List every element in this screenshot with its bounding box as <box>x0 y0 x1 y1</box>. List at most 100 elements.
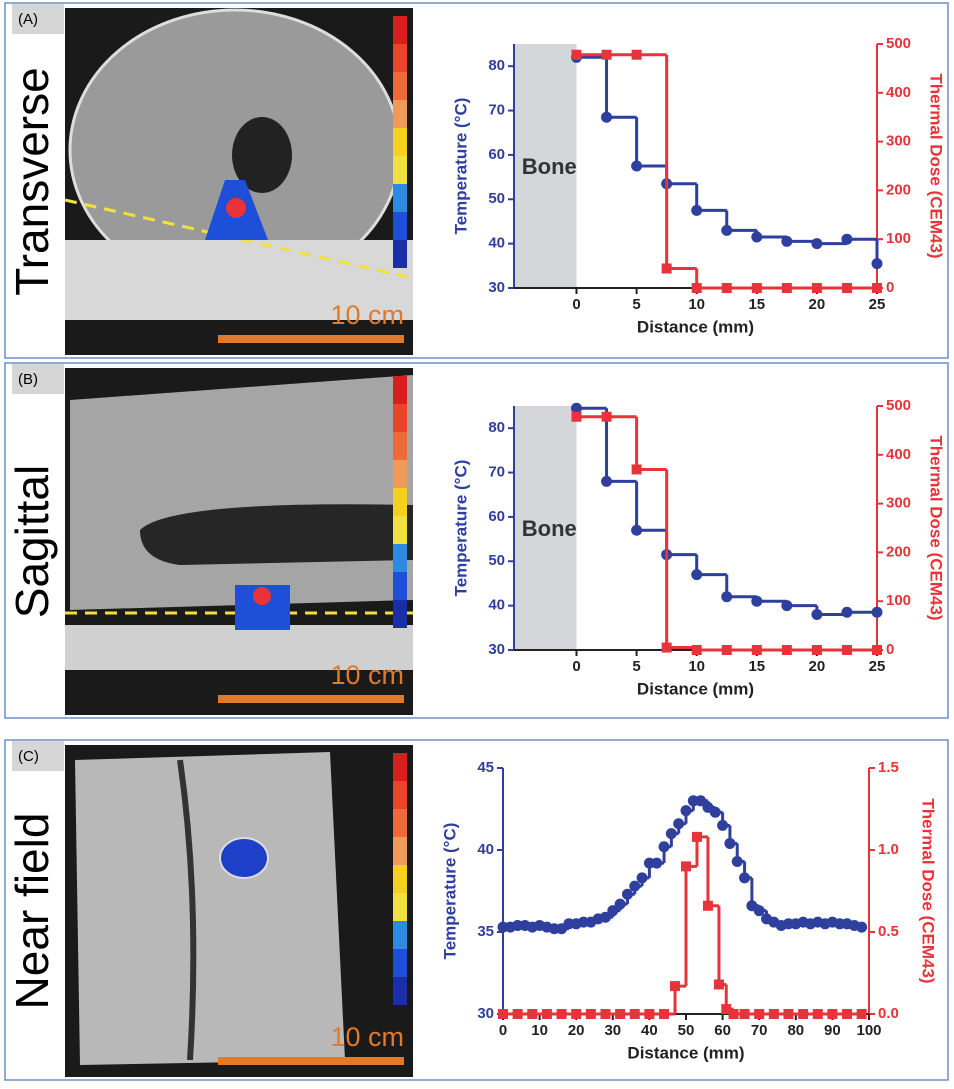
data-point <box>670 981 681 992</box>
fascia <box>177 759 197 1061</box>
data-point <box>571 411 582 422</box>
data-point <box>841 283 852 293</box>
y-tick-label: 50 <box>488 552 505 569</box>
x-axis-label: Distance (mm) <box>637 317 754 336</box>
x-tick-label: 15 <box>748 296 765 313</box>
x-tick-label: 90 <box>824 1022 841 1039</box>
x-tick-label: 25 <box>869 658 886 675</box>
x-tick-label: 30 <box>604 1022 621 1039</box>
data-point <box>811 283 822 293</box>
y-axis-label: Temperature (°C) <box>451 460 470 597</box>
y2-tick-label: 0 <box>886 641 894 658</box>
colorbar-cell <box>393 488 407 516</box>
data-point <box>601 475 613 487</box>
series <box>571 49 882 293</box>
colorbar-cell <box>393 240 407 268</box>
data-point <box>691 204 703 216</box>
bone <box>232 117 292 193</box>
x-tick-label: 10 <box>688 658 705 675</box>
heat-core <box>226 198 246 218</box>
y-tick-label: 50 <box>488 190 505 207</box>
y2-tick-label: 0.5 <box>878 923 899 940</box>
data-point <box>644 1009 655 1019</box>
y-tick-label: 40 <box>488 597 505 614</box>
colorbar-cell <box>393 72 407 100</box>
data-point <box>673 818 685 830</box>
data-point <box>661 263 672 274</box>
data-point <box>871 606 883 618</box>
data-point <box>841 233 853 245</box>
y-tick-label: 60 <box>488 508 505 525</box>
data-point <box>754 1009 765 1019</box>
y-tick-label: 60 <box>488 146 505 163</box>
colorbar-cell <box>393 376 407 404</box>
y2-tick-label: 500 <box>886 35 911 52</box>
panel-tag: (A) <box>18 11 38 28</box>
data-point <box>629 1009 640 1019</box>
data-point <box>665 828 677 840</box>
y2-tick-label: 0.0 <box>878 1005 899 1022</box>
y2-axis-label: Thermal Dose (CEM43) <box>919 798 938 983</box>
data-point <box>585 1009 596 1019</box>
data-point <box>695 795 707 807</box>
series <box>571 51 883 270</box>
data-point <box>781 235 793 247</box>
colorbar-cell <box>393 921 407 949</box>
tag-box <box>12 4 64 34</box>
colorbar-cell <box>393 128 407 156</box>
x-tick-label: 20 <box>809 658 826 675</box>
data-point <box>691 569 703 581</box>
data-point <box>768 1009 779 1019</box>
scale-bar <box>218 1057 404 1065</box>
data-point <box>601 49 612 60</box>
data-point <box>512 1009 523 1019</box>
series <box>497 795 868 935</box>
data-point <box>629 880 641 892</box>
colorbar-cell <box>393 516 407 544</box>
x-tick-label: 20 <box>809 296 826 313</box>
data-point <box>751 283 762 293</box>
y2-tick-label: 100 <box>886 592 911 609</box>
bone <box>140 504 413 565</box>
data-point <box>872 645 882 655</box>
colorbar-cell <box>393 544 407 572</box>
data-point <box>709 806 721 818</box>
x-tick-label: 0 <box>499 1022 507 1039</box>
y-tick-label: 70 <box>488 102 505 119</box>
x-axis-label: Distance (mm) <box>637 679 754 698</box>
panel-tag: (C) <box>18 748 39 765</box>
scale-bar-label: 10 cm <box>330 660 404 690</box>
data-point <box>631 160 643 172</box>
tissue <box>70 375 413 610</box>
series <box>571 402 883 621</box>
data-point <box>527 1009 538 1019</box>
data-point <box>721 224 733 236</box>
heat-core <box>253 587 271 605</box>
data-point <box>781 283 792 293</box>
y-tick-label: 45 <box>477 759 494 776</box>
data-point <box>614 898 626 910</box>
data-point <box>658 841 670 853</box>
data-point <box>739 872 751 884</box>
y-tick-label: 40 <box>477 841 494 858</box>
data-point <box>661 642 672 653</box>
data-point <box>781 645 792 655</box>
tissue <box>75 752 345 1065</box>
bone-region <box>514 406 577 650</box>
data-point <box>811 609 823 621</box>
y-axis-label: Temperature (°C) <box>440 823 459 960</box>
y2-tick-label: 0 <box>886 279 894 296</box>
colorbar-cell <box>393 809 407 837</box>
x-tick-label: 10 <box>531 1022 548 1039</box>
y2-tick-label: 500 <box>886 397 911 414</box>
colorbar-cell <box>393 404 407 432</box>
data-point <box>636 872 648 884</box>
data-point <box>659 1009 670 1019</box>
y-tick-label: 80 <box>488 57 505 74</box>
data-point <box>571 1009 582 1019</box>
data-point <box>856 921 868 933</box>
data-point <box>571 402 583 414</box>
view-label: Transverse <box>6 67 58 295</box>
heat-spot <box>219 837 269 879</box>
data-point <box>599 911 611 923</box>
